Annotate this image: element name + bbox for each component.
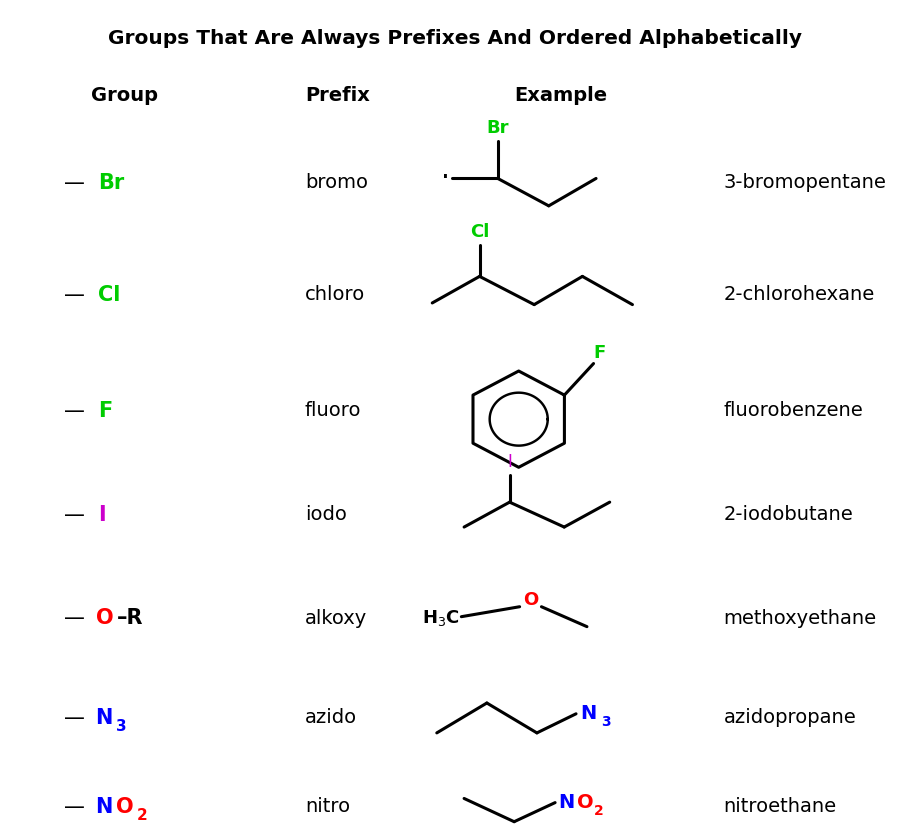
- Text: azidopropane: azidopropane: [723, 709, 856, 727]
- Text: alkoxy: alkoxy: [305, 609, 367, 627]
- Text: 2: 2: [136, 808, 147, 823]
- Text: O: O: [577, 793, 593, 812]
- Text: 2-iodobutane: 2-iodobutane: [723, 505, 854, 524]
- Text: Cl: Cl: [470, 222, 490, 241]
- Text: —: —: [64, 708, 85, 728]
- Text: O: O: [116, 797, 133, 817]
- Text: —: —: [64, 505, 85, 525]
- Text: iodo: iodo: [305, 505, 347, 524]
- Text: Group: Group: [91, 86, 158, 105]
- Text: 3: 3: [116, 719, 126, 734]
- Text: fluorobenzene: fluorobenzene: [723, 402, 864, 420]
- Text: I: I: [98, 505, 106, 525]
- Text: Br: Br: [98, 173, 125, 193]
- Text: azido: azido: [305, 709, 357, 727]
- Text: N: N: [581, 705, 597, 723]
- Text: F: F: [593, 344, 606, 362]
- Text: 2: 2: [594, 804, 604, 818]
- Text: O: O: [96, 608, 113, 628]
- Text: Example: Example: [514, 86, 607, 105]
- Text: O: O: [523, 591, 538, 609]
- Text: Groups That Are Always Prefixes And Ordered Alphabetically: Groups That Are Always Prefixes And Orde…: [108, 29, 802, 48]
- Text: nitro: nitro: [305, 798, 350, 816]
- Text: ·: ·: [441, 164, 450, 193]
- Text: Cl: Cl: [98, 285, 121, 305]
- Text: —: —: [64, 401, 85, 421]
- Text: chloro: chloro: [305, 286, 365, 304]
- Text: –R: –R: [116, 608, 143, 628]
- Text: Br: Br: [487, 119, 509, 137]
- Text: N: N: [96, 708, 113, 728]
- Text: 2-chlorohexane: 2-chlorohexane: [723, 286, 875, 304]
- Text: N: N: [96, 797, 113, 817]
- Text: bromo: bromo: [305, 173, 368, 192]
- Text: —: —: [64, 608, 85, 628]
- Text: N: N: [558, 793, 574, 812]
- Text: —: —: [64, 797, 85, 817]
- Text: nitroethane: nitroethane: [723, 798, 836, 816]
- Text: Prefix: Prefix: [305, 86, 369, 105]
- Text: H$_3$C: H$_3$C: [421, 608, 460, 628]
- Text: 3-bromopentane: 3-bromopentane: [723, 173, 886, 192]
- Text: fluoro: fluoro: [305, 402, 361, 420]
- Text: 3: 3: [602, 715, 612, 729]
- Text: —: —: [64, 173, 85, 193]
- Text: methoxyethane: methoxyethane: [723, 609, 876, 627]
- Text: —: —: [64, 285, 85, 305]
- Text: I: I: [507, 453, 512, 471]
- Text: F: F: [98, 401, 113, 421]
